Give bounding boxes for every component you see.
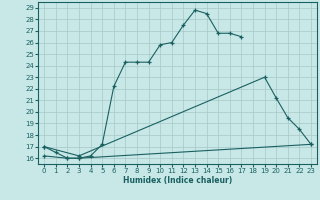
X-axis label: Humidex (Indice chaleur): Humidex (Indice chaleur)	[123, 176, 232, 185]
